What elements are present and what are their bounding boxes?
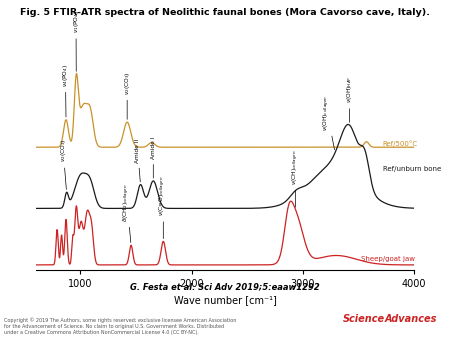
Text: G. Festa et al. Sci Adv 2019;5:eaaw1292: G. Festa et al. Sci Adv 2019;5:eaaw1292 xyxy=(130,282,320,291)
Text: $\delta$(CH$_2$)$_{collagen}$: $\delta$(CH$_2$)$_{collagen}$ xyxy=(122,183,132,243)
Text: $\nu$(OH)$_{collagen}$: $\nu$(OH)$_{collagen}$ xyxy=(322,95,334,150)
Text: Amide I: Amide I xyxy=(151,137,156,178)
Text: Copyright © 2019 The Authors, some rights reserved; exclusive licensee American : Copyright © 2019 The Authors, some right… xyxy=(4,318,237,335)
Text: Science: Science xyxy=(342,314,385,324)
Text: $\nu_2$(CO$_3$): $\nu_2$(CO$_3$) xyxy=(123,71,132,119)
Text: Sheep/goat jaw: Sheep/goat jaw xyxy=(360,256,414,262)
Text: $\nu_4$(PO$_4$): $\nu_4$(PO$_4$) xyxy=(61,64,70,117)
Text: $\nu$(CH)$_{collagen}$: $\nu$(CH)$_{collagen}$ xyxy=(291,149,301,207)
Text: Amide II: Amide II xyxy=(135,138,140,182)
Text: $\nu_2$(CO$_3$): $\nu_2$(CO$_3$) xyxy=(59,139,68,190)
Text: $\nu$(OH)$_{HAP}$: $\nu$(OH)$_{HAP}$ xyxy=(345,76,354,122)
Text: $\nu$(C=O)$_{collagen}$: $\nu$(C=O)$_{collagen}$ xyxy=(158,176,168,239)
Text: Fig. 5 FTIR-ATR spectra of Neolithic faunal bones (Mora Cavorso cave, Italy).: Fig. 5 FTIR-ATR spectra of Neolithic fau… xyxy=(20,8,430,18)
Text: $\nu_1$(PO$_4$): $\nu_1$(PO$_4$) xyxy=(72,10,81,71)
X-axis label: Wave number [cm⁻¹]: Wave number [cm⁻¹] xyxy=(174,295,276,305)
Text: Ref/unburn bone: Ref/unburn bone xyxy=(383,166,441,172)
Text: Advances: Advances xyxy=(385,314,437,324)
Text: Ref/500°C: Ref/500°C xyxy=(383,141,418,147)
